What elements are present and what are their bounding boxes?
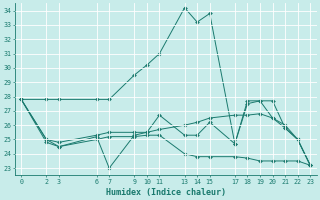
X-axis label: Humidex (Indice chaleur): Humidex (Indice chaleur)	[106, 188, 226, 197]
